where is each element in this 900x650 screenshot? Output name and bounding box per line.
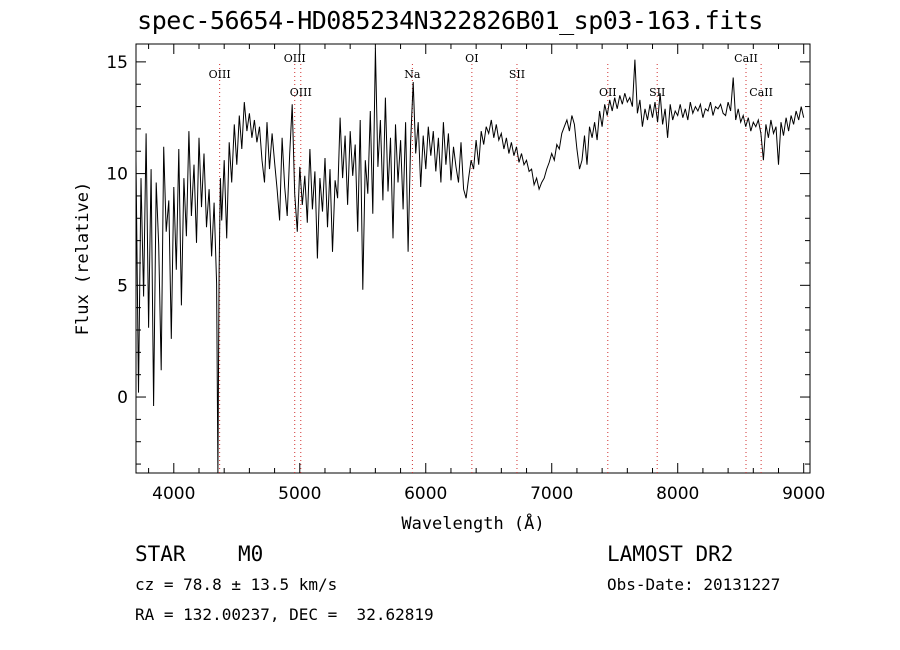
- chart-title: spec-56654-HD085234N322826B01_sp03-163.f…: [137, 6, 763, 35]
- annotation-label: OI: [465, 52, 478, 65]
- spectrum-line: [135, 48, 805, 474]
- annotation-label: OIII: [290, 86, 312, 99]
- object-subclass: M0: [238, 542, 264, 566]
- annotation-label: CaII: [749, 86, 773, 99]
- y-tick-label: 10: [106, 165, 128, 185]
- x-tick-label: 6000: [404, 484, 447, 504]
- annotation-label: Na: [404, 68, 421, 81]
- annotation-labels: OIII OIII OIII Na OI SII OII SII CaII CaII: [209, 52, 773, 99]
- y-tick-label: 0: [117, 388, 128, 408]
- redshift-velocity: cz = 78.8 ± 13.5 km/s: [135, 575, 338, 594]
- observation-date: Obs-Date: 20131227: [607, 575, 781, 594]
- annotation-label: OIII: [284, 52, 306, 65]
- y-tick-label: 5: [117, 276, 128, 296]
- sky-coordinates: RA = 132.00237, DEC = 32.62819: [135, 605, 434, 624]
- x-axis: 4000 5000 6000 7000 8000 9000: [148, 44, 825, 504]
- x-tick-label: 4000: [152, 484, 195, 504]
- x-tick-label: 9000: [782, 484, 825, 504]
- annotation-label: OII: [599, 86, 617, 99]
- object-type: STAR: [135, 542, 186, 566]
- annotation-label: SII: [509, 68, 525, 81]
- y-axis: 0 5 10 15: [106, 53, 810, 465]
- annotation-label: OIII: [209, 68, 231, 81]
- y-axis-label: Flux (relative): [73, 182, 93, 336]
- x-tick-label: 5000: [278, 484, 321, 504]
- plot-frame: [135, 43, 811, 474]
- y-tick-label: 15: [106, 53, 128, 73]
- x-tick-label: 8000: [656, 484, 699, 504]
- annotation-label: CaII: [734, 52, 758, 65]
- survey-name: LAMOST DR2: [607, 542, 734, 566]
- annotation-label: SII: [649, 86, 665, 99]
- x-axis-label: Wavelength (Å): [401, 512, 544, 534]
- x-tick-label: 7000: [530, 484, 573, 504]
